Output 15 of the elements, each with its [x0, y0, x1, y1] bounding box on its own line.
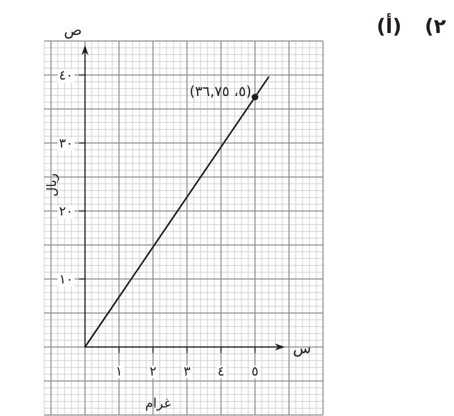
- x-axis-title: غرام: [145, 396, 171, 412]
- x-tick-label: ٣: [184, 364, 190, 380]
- title: ٢) (أ): [376, 14, 446, 38]
- x-tick-label: ٥: [252, 364, 258, 380]
- x-tick-label: ٢: [150, 364, 156, 380]
- y-tick-label: ٢٠: [59, 204, 73, 220]
- annotation: س: [292, 339, 312, 357]
- annotation: ص: [64, 21, 82, 40]
- y-tick-label: ١٠: [59, 272, 73, 288]
- y-tick-label: ٤٠: [59, 68, 73, 84]
- y-tick-label: ٣٠: [59, 136, 73, 152]
- annotation: (٥، ٣٦,٧٥): [190, 84, 252, 100]
- x-tick-label: ٤: [218, 364, 224, 380]
- y-axis-title: ريال: [45, 173, 60, 197]
- x-tick-label: ١: [116, 364, 122, 380]
